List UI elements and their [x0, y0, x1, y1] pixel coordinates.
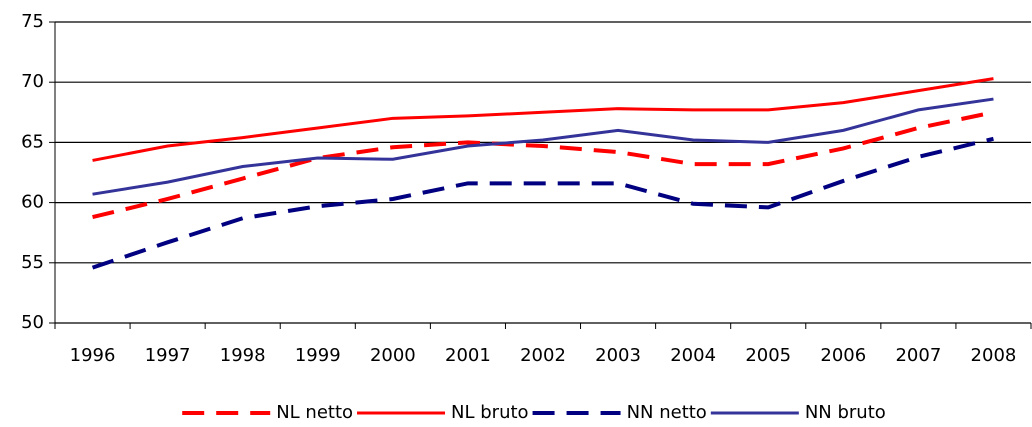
x-tick-label: 1996: [70, 345, 116, 366]
y-tick-label: 65: [21, 131, 44, 152]
x-tick-label: 1997: [145, 345, 191, 366]
x-tick-label: 1999: [295, 345, 341, 366]
x-tick-label: 2006: [820, 345, 866, 366]
y-tick-label: 75: [21, 11, 44, 32]
legend-label: NL netto: [276, 402, 353, 423]
x-tick-label: 2007: [895, 345, 941, 366]
x-tick-label: 2001: [445, 345, 491, 366]
x-tick-label: 1998: [220, 345, 266, 366]
series-line: [92, 97, 994, 196]
y-tick-label: 55: [21, 252, 44, 273]
series-line: [92, 110, 994, 219]
x-tick-label: 2002: [520, 345, 566, 366]
y-tick-label: 70: [21, 71, 44, 92]
legend-label: NN netto: [627, 402, 707, 423]
x-tick-label: 2004: [670, 345, 716, 366]
x-tick-label: 2003: [595, 345, 641, 366]
y-tick-label: 50: [21, 312, 44, 333]
series-line: [92, 77, 994, 162]
y-tick-label: 60: [21, 192, 44, 213]
x-tick-label: 2000: [370, 345, 416, 366]
legend-label: NL bruto: [451, 402, 529, 423]
x-tick-label: 2005: [745, 345, 791, 366]
series-line: [91, 136, 994, 270]
legend-label: NN bruto: [805, 402, 886, 423]
x-tick-label: 2008: [971, 345, 1017, 366]
